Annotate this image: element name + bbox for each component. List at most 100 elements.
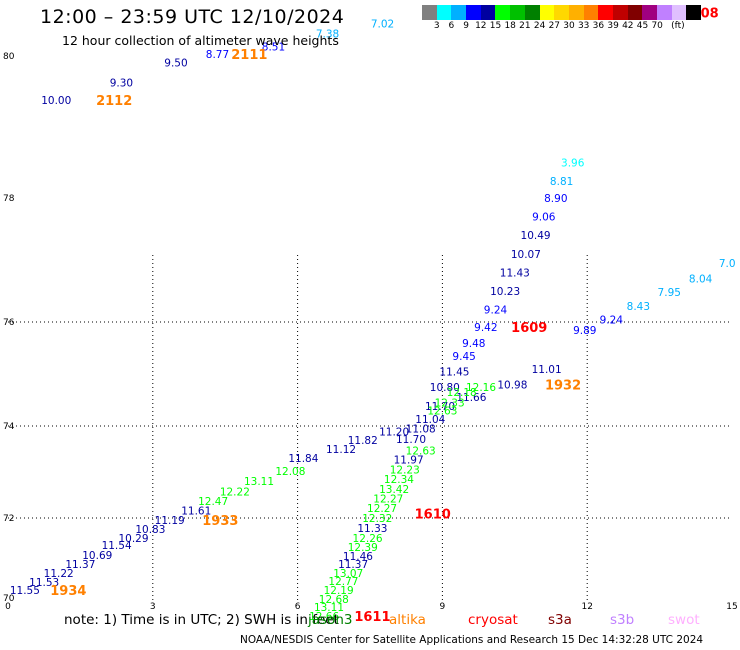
data-point-label: 13.42 [379, 484, 409, 496]
data-point-label: 11.37 [338, 559, 368, 571]
colorbar-swatch [451, 5, 467, 20]
data-point-label: 8.04 [689, 274, 713, 286]
colorbar-tick-label: 15 [489, 21, 502, 31]
data-point-label: 12.77 [328, 576, 358, 588]
data-point-label: 11.66 [456, 392, 486, 404]
credit-line: NOAA/NESDIS Center for Satellite Applica… [240, 634, 704, 646]
colorbar-swatch [686, 5, 702, 20]
data-point-label: 12.63 [427, 405, 457, 417]
data-point-label: 9.30 [110, 77, 133, 89]
colorbar-swatch [627, 5, 643, 20]
colorbar-tick-label: (ft) [671, 21, 685, 31]
data-point-label: 8.43 [627, 301, 650, 313]
colorbar-swatch [657, 5, 672, 20]
data-point-label: 12.39 [348, 542, 378, 554]
legend-entry-swot: swot [668, 612, 700, 628]
data-point-label: 11.53 [29, 577, 59, 589]
data-point-label: 9.06 [532, 212, 556, 224]
data-point-label: 9.89 [573, 325, 596, 337]
data-point-label: 13.07 [333, 568, 363, 580]
data-point-label: 11.04 [415, 414, 445, 426]
data-point-label: 12.32 [362, 513, 392, 525]
data-point-label: 11.19 [155, 515, 185, 527]
data-point-label: 7.38 [316, 29, 339, 41]
data-point-label: 12.27 [373, 494, 403, 506]
footer-note: note: 1) Time is in UTC; 2) SWH is in fe… [64, 612, 339, 628]
data-point-label: 3.96 [561, 158, 585, 170]
data-point-label: 12.63 [406, 445, 436, 457]
colorbar-tick-label: 12 [475, 21, 487, 31]
data-point-label: 9.50 [164, 57, 187, 69]
legend-entry-s3a: s3a [548, 612, 572, 628]
colorbar-tick-label: 6 [448, 21, 455, 31]
data-point-label: 10.98 [497, 379, 527, 391]
colorbar-tick-label: 24 [533, 21, 546, 31]
data-point-label: 8.51 [262, 42, 285, 54]
colorbar-swatch [568, 5, 584, 20]
data-point-label: 10.69 [82, 550, 112, 562]
data-point-label: 11.84 [288, 453, 318, 465]
data-point-label: 9.48 [462, 338, 485, 350]
data-point-label: 11.70 [396, 434, 426, 446]
track-id-label: 1932 [545, 378, 581, 393]
colorbar-swatch [510, 5, 525, 20]
data-point-label: 12.33 [435, 398, 465, 410]
colorbar-swatch [539, 5, 555, 20]
page-title: 12:00 – 23:59 UTC 12/10/2024 [40, 6, 345, 28]
colorbar-swatch [495, 5, 511, 20]
colorbar-swatch [554, 5, 569, 20]
data-point-label: 13.11 [244, 476, 274, 488]
track-id-label: 1934 [50, 584, 86, 599]
colorbar-tick-label: 42 [622, 21, 634, 31]
colorbar-tick-label: 45 [636, 21, 649, 31]
colorbar-tick-label: 27 [548, 21, 561, 31]
data-point-label: 10.49 [521, 230, 551, 242]
data-point-label: 11.37 [65, 559, 95, 571]
track-id-label: 1610 [415, 507, 451, 522]
data-point-label: 12.19 [324, 585, 354, 597]
data-point-label: 7.02 [371, 19, 394, 31]
data-point-label: 7.0 [719, 258, 736, 270]
data-point-label: 11.45 [439, 366, 469, 378]
data-point-label: 10.80 [430, 382, 460, 394]
data-point-label: 12.23 [390, 465, 420, 477]
colorbar-tick-label: 70 [651, 21, 663, 31]
data-point-label: 12.34 [384, 474, 414, 486]
colorbar-tick-label: 9 [463, 21, 469, 31]
colorbar-swatch [480, 5, 496, 20]
data-point-label: 8.90 [544, 193, 567, 205]
x-tick-label: 0 [5, 602, 11, 612]
data-point-label: 11.70 [425, 401, 455, 413]
data-point-label: 11.97 [394, 455, 424, 467]
colorbar-tick-label: 39 [607, 21, 619, 31]
data-point-label: 9.24 [600, 315, 624, 327]
track-id-label: 2112 [96, 94, 132, 109]
data-point-label: 11.54 [102, 540, 132, 552]
legend-entry-jason3: jason3 [308, 612, 353, 628]
data-point-label: 12.08 [275, 466, 305, 478]
data-point-label: 10.07 [511, 249, 541, 261]
track-id-label: 1611 [354, 610, 390, 625]
data-point-label: 8.81 [550, 176, 573, 188]
data-point-label: 9.42 [474, 322, 497, 334]
data-point-label: 11.55 [10, 585, 40, 597]
colorbar-swatch [436, 5, 452, 20]
data-point-label: 11.33 [357, 523, 387, 535]
legend-entry-altika: altika [389, 612, 426, 628]
colorbar-tick-label: 30 [563, 21, 575, 31]
y-tick-label: 70 [3, 594, 15, 604]
data-point-label: 7.95 [658, 287, 681, 299]
colorbar-swatch [642, 5, 657, 20]
colorbar-tick-label: 36 [592, 21, 605, 31]
data-point-label: 13.11 [314, 602, 344, 614]
y-tick-label: 78 [3, 194, 15, 204]
x-tick-label: 15 [726, 602, 737, 612]
data-point-label: 11.01 [532, 364, 562, 376]
track-id-label: 1933 [202, 514, 238, 529]
colorbar-tick-label: 18 [504, 21, 516, 31]
data-point-label: 10.83 [135, 524, 165, 536]
data-point-label: 11.43 [500, 267, 530, 279]
data-point-label: 12.68 [319, 594, 349, 606]
colorbar-tick-label: 21 [519, 21, 531, 31]
